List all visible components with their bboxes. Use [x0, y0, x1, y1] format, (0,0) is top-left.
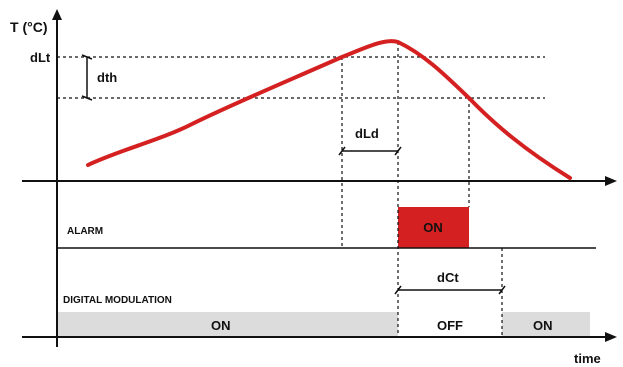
dlt-label: dLt: [30, 50, 51, 65]
alarm-on-block: [398, 207, 469, 248]
dld-label: dLd: [355, 126, 379, 141]
alarm-on-label: ON: [423, 220, 443, 235]
modulation-on-segment-2: [502, 312, 590, 336]
dct-interval-tick-right: [498, 285, 506, 295]
dth-bracket-bottom: [81, 95, 93, 101]
dct-label: dCt: [437, 270, 459, 285]
dld-interval-tick-left: [338, 146, 346, 156]
modulation-on-segment-1: [57, 312, 398, 336]
x-axis-label: time: [574, 351, 601, 366]
modulation-segment-2-label: OFF: [437, 318, 463, 333]
dth-label: dth: [97, 70, 117, 85]
y-axis-arrowhead: [52, 9, 62, 20]
modulation-segment-1-label: ON: [211, 318, 231, 333]
dth-bracket-top: [81, 54, 93, 60]
alarm-row-label: ALARM: [67, 226, 103, 237]
y-axis-label: T (°C): [10, 19, 47, 35]
temperature-axis-arrowhead: [605, 176, 617, 186]
time-axis-arrowhead: [605, 332, 617, 342]
digital-modulation-label: DIGITAL MODULATION: [63, 295, 172, 306]
dld-interval-tick-right: [394, 146, 402, 156]
modulation-segment-3-label: ON: [533, 318, 553, 333]
temperature-curve: [86, 39, 572, 180]
dct-interval-tick-left: [394, 285, 402, 295]
